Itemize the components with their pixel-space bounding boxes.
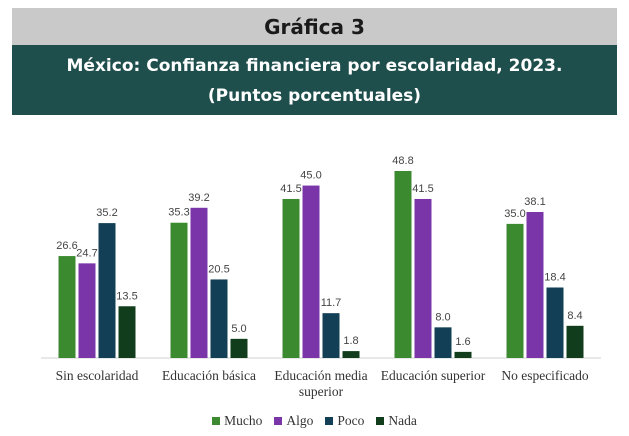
legend-label: Poco bbox=[337, 413, 365, 428]
bar bbox=[322, 313, 340, 358]
data-label: 11.7 bbox=[321, 297, 342, 309]
legend-item: Mucho bbox=[212, 413, 262, 429]
data-label: 38.1 bbox=[524, 196, 545, 208]
header: México: Confianza financiera por escolar… bbox=[12, 45, 617, 115]
legend-item: Poco bbox=[325, 413, 364, 429]
bar bbox=[566, 325, 584, 358]
chart-title: México: Confianza financiera por escolar… bbox=[66, 56, 563, 76]
bar bbox=[342, 351, 360, 358]
bar bbox=[210, 279, 228, 358]
legend-item: Nada bbox=[376, 413, 417, 429]
legend-swatch bbox=[274, 417, 283, 425]
bar bbox=[454, 351, 472, 358]
data-label: 45.0 bbox=[300, 170, 321, 182]
bar bbox=[190, 207, 208, 358]
legend-label: Mucho bbox=[224, 413, 263, 428]
data-label: 41.5 bbox=[280, 183, 301, 195]
legend-label: Algo bbox=[286, 413, 314, 428]
legend-label: Nada bbox=[388, 413, 417, 428]
bar bbox=[394, 171, 412, 358]
data-label: 41.5 bbox=[412, 183, 433, 195]
data-label: 35.3 bbox=[168, 207, 189, 219]
x-tick-label: Educación superior bbox=[380, 368, 486, 383]
data-label: 18.4 bbox=[544, 271, 565, 283]
data-label: 35.2 bbox=[96, 207, 117, 219]
data-label: 13.5 bbox=[116, 290, 137, 302]
chart-label: Gráfica 3 bbox=[12, 8, 617, 45]
bar bbox=[546, 287, 564, 358]
data-label: 1.6 bbox=[455, 336, 470, 348]
legend-swatch bbox=[325, 417, 334, 425]
legend-swatch bbox=[212, 417, 221, 425]
bar bbox=[170, 222, 188, 358]
data-label: 1.8 bbox=[343, 335, 358, 347]
legend: Mucho Algo Poco Nada bbox=[0, 413, 629, 429]
data-label: 35.0 bbox=[504, 208, 525, 220]
x-tick-label: Educación media superior bbox=[274, 368, 368, 399]
x-tick-label: Sin escolaridad bbox=[55, 368, 139, 383]
data-label: 8.4 bbox=[567, 310, 582, 322]
data-label: 24.7 bbox=[76, 247, 97, 259]
bar bbox=[506, 223, 524, 358]
bar bbox=[230, 338, 248, 358]
data-label: 26.6 bbox=[56, 240, 77, 252]
bar bbox=[282, 198, 300, 358]
data-label: 48.8 bbox=[392, 155, 413, 167]
bar bbox=[526, 212, 544, 358]
bar bbox=[118, 306, 136, 358]
bar bbox=[78, 263, 96, 358]
bar bbox=[302, 185, 320, 358]
data-label: 39.2 bbox=[188, 192, 209, 204]
bar bbox=[434, 327, 452, 358]
data-label: 20.5 bbox=[208, 263, 229, 275]
bar bbox=[414, 198, 432, 358]
x-tick-label: No especificado bbox=[501, 368, 589, 383]
bar bbox=[58, 256, 76, 358]
data-label: 8.0 bbox=[435, 311, 450, 323]
bar bbox=[98, 223, 116, 358]
data-label: 5.0 bbox=[231, 323, 246, 335]
legend-swatch bbox=[376, 417, 385, 425]
chart-subtitle: (Puntos porcentuales) bbox=[207, 86, 422, 106]
x-tick-label: Educación básica bbox=[161, 368, 257, 383]
legend-item: Algo bbox=[274, 413, 313, 429]
